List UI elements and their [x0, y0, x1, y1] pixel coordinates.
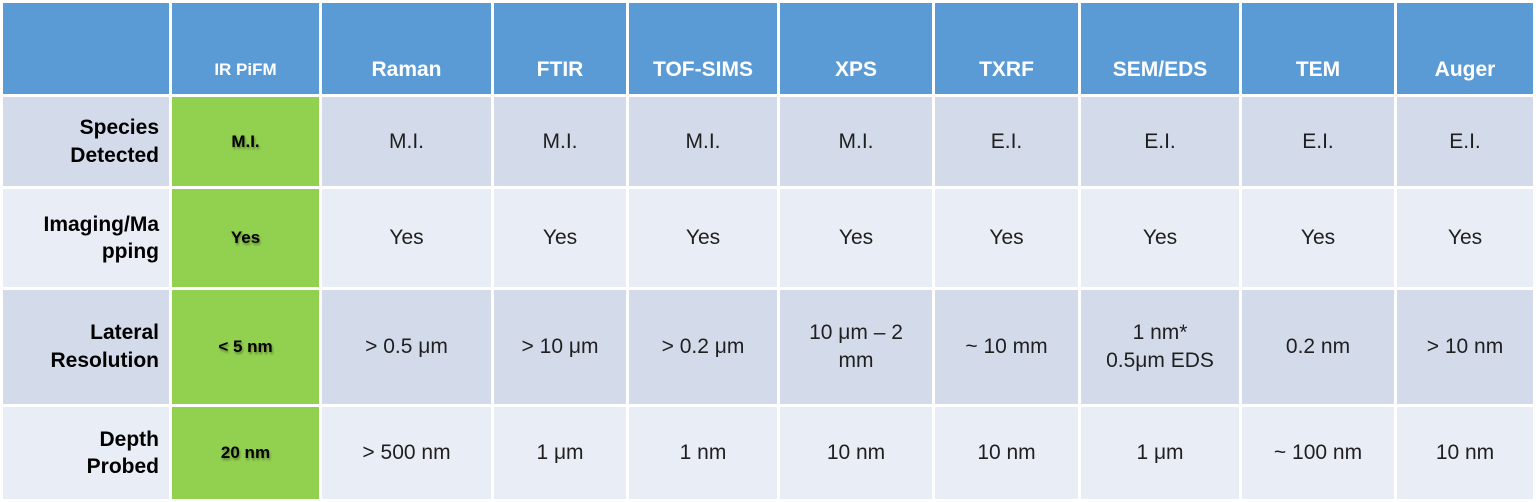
header-tem: TEM — [1242, 3, 1394, 95]
row-lateral-resolution: Lateral Resolution < 5 nm > 0.5 μm > 10 … — [3, 289, 1533, 404]
table-cell: Yes — [1397, 189, 1533, 287]
table-cell: E.I. — [935, 97, 1078, 187]
table-cell: 10 nm — [935, 406, 1078, 499]
table-cell: 10 nm — [780, 406, 932, 499]
row-label-lateral-resolution: Lateral Resolution — [3, 289, 169, 404]
header-row: IR PiFM Raman FTIR TOF-SIMS XPS TXRF SEM… — [3, 3, 1533, 95]
header-ir-pifm: IR PiFM — [172, 3, 319, 95]
table-cell: M.I. — [629, 97, 777, 187]
table-cell: 10 nm — [1397, 406, 1533, 499]
table-cell: 1 μm — [494, 406, 626, 499]
table-cell: ~ 10 mm — [935, 289, 1078, 404]
table-cell: E.I. — [1397, 97, 1533, 187]
table-cell: 10 μm – 2 mm — [780, 289, 932, 404]
header-txrf: TXRF — [935, 3, 1078, 95]
table-cell: Yes — [1081, 189, 1239, 287]
highlight-cell: 20 nm — [172, 406, 319, 499]
table-cell: > 500 nm — [322, 406, 491, 499]
table-cell: ~ 100 nm — [1242, 406, 1394, 499]
table-cell: E.I. — [1081, 97, 1239, 187]
table-cell: > 10 nm — [1397, 289, 1533, 404]
header-raman: Raman — [322, 3, 491, 95]
table-cell: Yes — [322, 189, 491, 287]
highlight-cell: Yes — [172, 189, 319, 287]
table-cell: Yes — [1242, 189, 1394, 287]
table-cell: 1 nm — [629, 406, 777, 499]
header-auger: Auger — [1397, 3, 1533, 95]
row-imaging-mapping: Imaging/Ma pping Yes Yes Yes Yes Yes Yes… — [3, 189, 1533, 287]
table-cell: M.I. — [780, 97, 932, 187]
header-ftir: FTIR — [494, 3, 626, 95]
table-cell: > 0.5 μm — [322, 289, 491, 404]
table-cell: Yes — [629, 189, 777, 287]
table-cell: > 0.2 μm — [629, 289, 777, 404]
row-label-imaging-mapping: Imaging/Ma pping — [3, 189, 169, 287]
row-depth-probed: Depth Probed 20 nm > 500 nm 1 μm 1 nm 10… — [3, 406, 1533, 499]
corner-cell — [3, 3, 169, 95]
table-cell: Yes — [780, 189, 932, 287]
table-cell: M.I. — [322, 97, 491, 187]
table-cell: Yes — [494, 189, 626, 287]
table-cell: 1 μm — [1081, 406, 1239, 499]
table-cell: Yes — [935, 189, 1078, 287]
highlight-cell: M.I. — [172, 97, 319, 187]
row-species-detected: Species Detected M.I. M.I. M.I. M.I. M.I… — [3, 97, 1533, 187]
table-cell: 1 nm* 0.5μm EDS — [1081, 289, 1239, 404]
header-tof-sims: TOF-SIMS — [629, 3, 777, 95]
table-cell: > 10 μm — [494, 289, 626, 404]
header-sem-eds: SEM/EDS — [1081, 3, 1239, 95]
row-label-species-detected: Species Detected — [3, 97, 169, 187]
row-label-depth-probed: Depth Probed — [3, 406, 169, 499]
table-cell: 0.2 nm — [1242, 289, 1394, 404]
table-cell: M.I. — [494, 97, 626, 187]
header-xps: XPS — [780, 3, 932, 95]
table-cell: E.I. — [1242, 97, 1394, 187]
highlight-cell: < 5 nm — [172, 289, 319, 404]
